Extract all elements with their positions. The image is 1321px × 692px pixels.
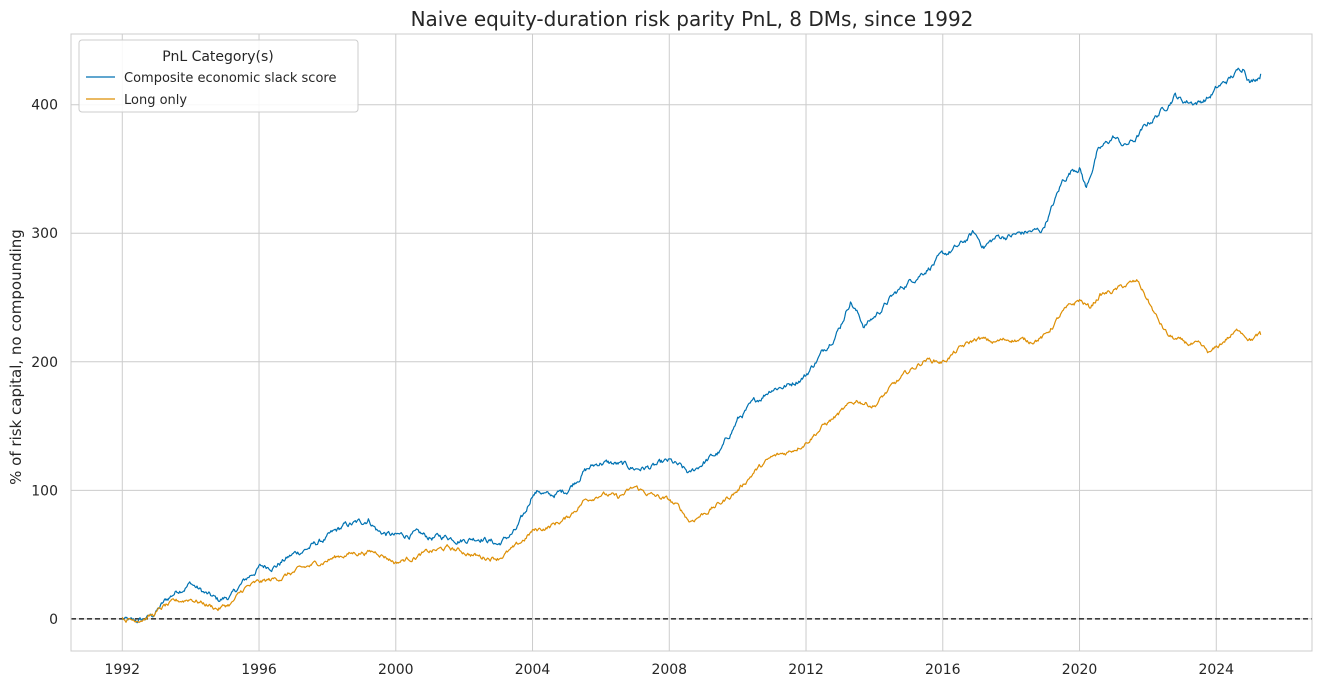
plot-frame: [70, 33, 1313, 652]
x-tick-label: 2024: [1198, 662, 1234, 678]
x-tick-label: 1992: [104, 662, 140, 678]
series-line-long-only: [121, 279, 1262, 623]
y-tick-label: 100: [31, 483, 58, 499]
y-axis-label: % of risk capital, no compounding: [7, 229, 25, 485]
chart-title: Naive equity-duration risk parity PnL, 8…: [411, 7, 974, 31]
x-tick-label: 2012: [788, 662, 824, 678]
x-tick-label: 1996: [241, 662, 277, 678]
legend-box: [78, 39, 359, 113]
y-tick-label: 300: [31, 226, 58, 242]
x-tick-label: 2004: [515, 662, 551, 678]
legend-label-long-only: Long only: [124, 93, 187, 108]
legend-label-composite: Composite economic slack score: [124, 71, 336, 86]
y-tick-label: 200: [31, 355, 58, 371]
x-tick-label: 2020: [1062, 662, 1098, 678]
x-tick-label: 2000: [378, 662, 414, 678]
x-tick-label: 2016: [925, 662, 961, 678]
x-tick-labels: 1992 1996 2000 2004 2008 2012 2016 2020 2024: [104, 662, 1234, 678]
series-group: [121, 67, 1262, 624]
y-tick-label: 400: [31, 98, 58, 114]
legend: PnL Category(s) Composite economic slack…: [78, 39, 359, 113]
x-tick-label: 2008: [651, 662, 687, 678]
legend-title: PnL Category(s): [162, 49, 274, 65]
series-line-composite: [121, 67, 1262, 624]
y-tick-label: 0: [49, 612, 58, 628]
y-tick-labels: 0 100 200 300 400: [31, 98, 58, 628]
